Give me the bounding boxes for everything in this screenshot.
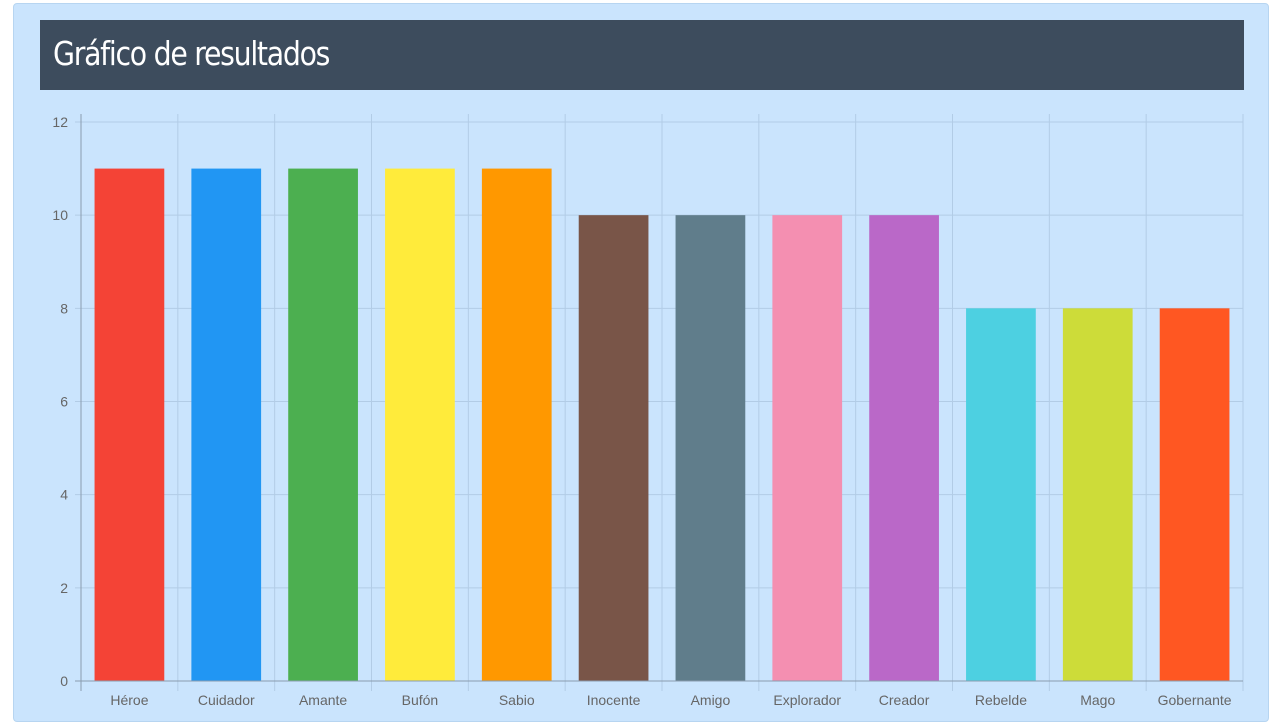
y-tick-label: 2 <box>60 580 68 596</box>
bar-rebelde <box>966 308 1036 681</box>
bar-inocente <box>578 215 649 681</box>
bar-mago <box>1062 308 1133 681</box>
y-tick-label: 4 <box>60 487 68 503</box>
x-tick-label: Creador <box>879 692 930 708</box>
bar-gobernante <box>1159 308 1230 681</box>
x-tick-label: Inocente <box>587 692 641 708</box>
y-tick-label: 8 <box>60 300 68 316</box>
y-tick-label: 6 <box>60 394 68 410</box>
x-tick-label: Sabio <box>499 692 535 708</box>
bar-héroe <box>94 168 165 682</box>
panel-header: Gráfico de resultados <box>40 20 1244 90</box>
bar-sabio <box>481 168 552 682</box>
bar-creador <box>869 215 939 681</box>
x-tick-label: Rebelde <box>975 692 1027 708</box>
bar-bufón <box>385 168 455 682</box>
x-tick-label: Mago <box>1080 692 1115 708</box>
bar-amigo <box>675 215 746 681</box>
x-tick-label: Bufón <box>402 692 439 708</box>
bar-cuidador <box>191 168 262 682</box>
y-tick-label: 10 <box>52 207 68 223</box>
x-tick-label: Gobernante <box>1158 692 1232 708</box>
x-tick-label: Héroe <box>110 692 148 708</box>
x-tick-label: Explorador <box>773 692 841 708</box>
page-title: Gráfico de resultados <box>53 34 330 73</box>
bar-amante <box>288 168 358 682</box>
bar-explorador <box>772 215 843 681</box>
x-tick-label: Amante <box>299 692 347 708</box>
y-tick-label: 0 <box>60 673 68 689</box>
x-tick-label: Amigo <box>691 692 731 708</box>
y-tick-label: 12 <box>52 114 68 130</box>
x-tick-label: Cuidador <box>198 692 255 708</box>
